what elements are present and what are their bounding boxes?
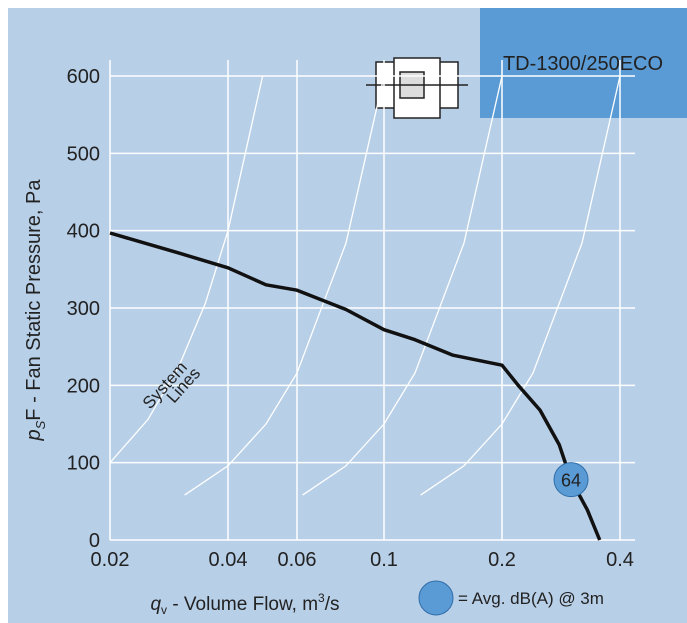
y-tick-label: 200 (67, 375, 100, 397)
x-label-text: - Volume Flow, m (167, 594, 318, 615)
y-tick-label: 100 (67, 453, 100, 475)
noise-label: 64 (561, 471, 581, 491)
x-label-symbol: q (150, 594, 161, 615)
y-tick-label: 300 (67, 298, 100, 320)
y-label-sub: S (33, 420, 48, 429)
chart-title: TD-1300/250ECO (503, 53, 663, 75)
y-label-text: F - Fan Static Pressure, Pa (23, 179, 45, 421)
y-axis-label: pSF - Fan Static Pressure, Pa (23, 179, 48, 442)
y-tick-label: 400 (67, 221, 100, 243)
x-axis-label: qv - Volume Flow, m3/s (150, 591, 339, 617)
y-tick-label: 500 (67, 143, 100, 165)
x-tick-label: 0.1 (370, 549, 398, 571)
legend-text: = Avg. dB(A) @ 3m (458, 589, 604, 608)
chart: TD-1300/250ECO 01002003004005006000.020.… (0, 0, 687, 623)
x-label-tail: /s (325, 594, 340, 615)
x-tick-label: 0.06 (278, 549, 317, 571)
y-tick-label: 600 (67, 66, 100, 88)
y-label-symbol: p (23, 429, 45, 441)
x-tick-label: 0.02 (91, 549, 130, 571)
x-tick-label: 0.4 (606, 549, 634, 571)
legend-marker (419, 581, 453, 615)
x-tick-label: 0.04 (209, 549, 248, 571)
x-tick-label: 0.2 (488, 549, 516, 571)
